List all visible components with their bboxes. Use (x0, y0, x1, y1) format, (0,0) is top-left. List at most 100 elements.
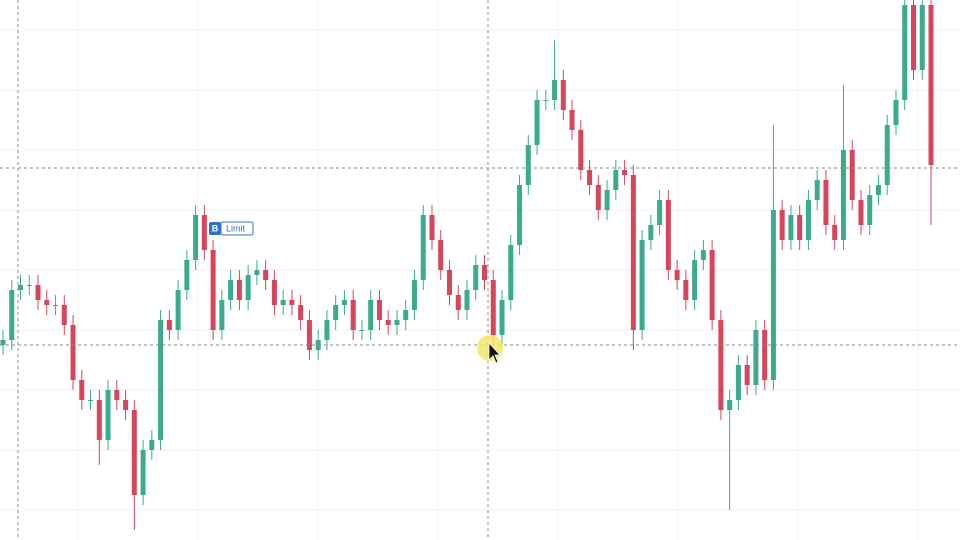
candle-body (53, 305, 59, 306)
candle-body (517, 185, 523, 245)
candle-body (727, 400, 733, 410)
candle-body (333, 305, 339, 320)
candle-body (858, 200, 864, 225)
candle-body (560, 80, 566, 110)
candle-body (236, 280, 242, 300)
candle-body (411, 280, 417, 310)
order-label[interactable]: B Limit (209, 221, 254, 236)
candle-body (70, 325, 76, 380)
candle-body (902, 5, 908, 100)
candle-body (779, 210, 785, 240)
candle-body (420, 215, 426, 280)
candle-body (595, 185, 601, 210)
candle-body (341, 300, 347, 305)
candle-body (201, 215, 207, 250)
candle-body (823, 180, 829, 225)
order-side: B (212, 223, 219, 233)
cursor (477, 335, 503, 364)
candle-body (735, 365, 741, 400)
candle-body (114, 390, 120, 400)
candle-body (131, 410, 137, 495)
candle-body (376, 300, 382, 320)
candle-body (490, 280, 496, 335)
candle-body (210, 250, 216, 330)
candle-body (928, 5, 934, 165)
candle-body (893, 100, 899, 125)
candle-body (0, 340, 6, 345)
candle-body (709, 250, 715, 320)
candle-body (525, 145, 531, 185)
candle-body (648, 225, 654, 240)
candle-body (88, 400, 94, 401)
candle-body (613, 170, 619, 190)
candle-body (884, 125, 890, 185)
candle-body (429, 215, 435, 240)
candle-body (298, 305, 304, 320)
candle-body (359, 330, 365, 331)
candle-body (464, 290, 470, 310)
candle-body (630, 175, 636, 330)
candle-body (762, 330, 768, 380)
candle-body (552, 80, 558, 100)
candle-body (499, 300, 505, 335)
candle-body (228, 280, 234, 300)
candle-body (910, 5, 916, 70)
candle-body (814, 180, 820, 200)
candles (0, 0, 934, 530)
candle-body (403, 310, 409, 320)
candle-body (508, 245, 514, 300)
candle-body (193, 215, 199, 260)
candle-body (324, 320, 330, 340)
candle-body (175, 290, 181, 330)
candle-body (79, 380, 85, 400)
candle-body (770, 210, 776, 380)
candle-body (158, 320, 164, 440)
candle-body (692, 260, 698, 300)
candle-body (919, 5, 925, 70)
order-text: Limit (226, 223, 246, 233)
candle-body (219, 300, 225, 330)
candle-body (280, 300, 286, 305)
candle-body (718, 320, 724, 410)
candle-body (105, 390, 111, 440)
candle-body (166, 320, 172, 330)
candle-body (657, 200, 663, 225)
candle-body (96, 400, 102, 440)
candle-body (9, 290, 15, 340)
candle-body (875, 185, 881, 195)
candle-body (832, 225, 838, 240)
candle-body (123, 400, 129, 410)
candle-body (665, 200, 671, 270)
candle-body (753, 330, 759, 385)
candle-body (35, 285, 41, 300)
candle-body (263, 270, 269, 280)
candle-body (289, 300, 295, 305)
candle-body (350, 300, 356, 330)
candle-body (473, 265, 479, 290)
candle-body (534, 100, 540, 145)
candle-body (622, 170, 628, 175)
candle-body (569, 110, 575, 130)
candle-body (446, 270, 452, 295)
candle-body (44, 300, 50, 305)
candle-body (543, 100, 549, 101)
candle-body (805, 200, 811, 240)
candle-body (140, 450, 146, 495)
candle-body (700, 250, 706, 260)
candle-body (683, 280, 689, 300)
candle-body (61, 305, 67, 325)
candle-body (744, 365, 750, 385)
candle-body (254, 270, 260, 275)
candle-body (587, 170, 593, 185)
candle-body (674, 270, 680, 280)
candle-body (149, 440, 155, 450)
order-box (220, 221, 254, 236)
candle-body (788, 215, 794, 240)
candle-body (368, 300, 374, 330)
candle-body (184, 260, 190, 290)
candle-body (438, 240, 444, 270)
candle-body (639, 240, 645, 330)
candle-body (271, 280, 277, 305)
